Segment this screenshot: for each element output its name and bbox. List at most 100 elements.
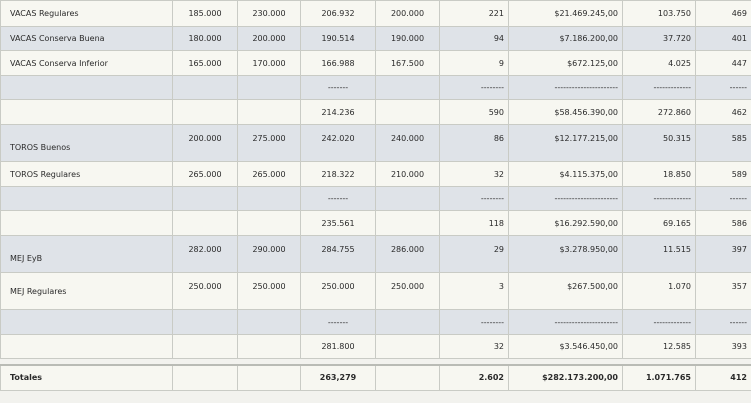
cell-col-3: 166.988 [300,50,376,76]
cell-col-6: $16.292.590,00 [508,210,623,236]
cell-col-3: 284.755 [300,235,376,273]
row-label [0,309,173,335]
cell-col-4: 250.000 [375,272,440,310]
cell-col-6: $267.500,00 [508,272,623,310]
cell-col-4: 167.500 [375,50,440,76]
cell-col-5: 3 [439,272,509,310]
row-label [0,99,173,125]
cell-col-8: 469 [695,0,751,27]
cell-col-7: ------------- [622,309,696,335]
livestock-price-table: VACAS Regulares 185.000 230.000 206.932 200.… [0,0,751,391]
cell-col-8: 357 [695,272,751,310]
table-row: MEJ Regulares 250.000 250.000 250.000 250.00… [0,272,751,310]
cell-col-2: 250.000 [237,272,301,310]
totals-cell-col-2 [237,363,301,391]
cell-col-6: $3.546.450,00 [508,334,623,359]
cell-col-1: 282.000 [172,235,238,273]
subtotal-row: 235.561 118 $16.292.590,00 69.165 586 [0,210,751,236]
cell-col-5: -------- [439,75,509,100]
cell-col-3: 214.236 [300,99,376,125]
cell-col-3: ------- [300,75,376,100]
cell-col-8: 585 [695,124,751,162]
cell-col-4: 240.000 [375,124,440,162]
cell-col-5: -------- [439,309,509,335]
cell-col-7: ------------- [622,186,696,211]
cell-col-5: 118 [439,210,509,236]
cell-col-4 [375,309,440,335]
cell-col-6: $3.278.950,00 [508,235,623,273]
cell-col-3: 218.322 [300,161,376,187]
cell-col-2: 275.000 [237,124,301,162]
cell-col-1: 265.000 [172,161,238,187]
cell-col-4 [375,75,440,100]
cell-col-2: 200.000 [237,26,301,51]
cell-col-8: 397 [695,235,751,273]
cell-col-4 [375,186,440,211]
cell-col-6: $21.469.245,00 [508,0,623,27]
cell-col-2: 265.000 [237,161,301,187]
cell-col-6: ---------------------- [508,309,623,335]
cell-col-7: 1.070 [622,272,696,310]
cell-col-5: 221 [439,0,509,27]
cell-col-1: 200.000 [172,124,238,162]
cell-col-4 [375,334,440,359]
totals-cell-col-1 [172,363,238,391]
cell-col-1 [172,186,238,211]
spacer-row [0,358,751,365]
row-label [0,334,173,359]
cell-col-3: 190.514 [300,26,376,51]
cell-col-3: 281.800 [300,334,376,359]
cell-col-3: 242.020 [300,124,376,162]
table-row: VACAS Conserva Buena 180.000 200.000 190.51… [0,26,751,51]
row-label: VACAS Conserva Buena [0,26,173,51]
table-row: VACAS Regulares 185.000 230.000 206.932 200.… [0,0,751,27]
cell-col-6: $12.177.215,00 [508,124,623,162]
cell-col-4: 190.000 [375,26,440,51]
cell-col-4: 200.000 [375,0,440,27]
cell-col-5: 32 [439,334,509,359]
cell-col-6: ---------------------- [508,186,623,211]
table-row: TOROS Regulares 265.000 265.000 218.322 210.… [0,161,751,187]
cell-col-7: 50.315 [622,124,696,162]
row-label [0,75,173,100]
separator-row: ------- -------- ---------------------- ---… [0,186,751,211]
cell-col-1 [172,334,238,359]
cell-col-1 [172,309,238,335]
cell-col-5: 86 [439,124,509,162]
separator-row: ------- -------- ---------------------- ---… [0,75,751,100]
cell-col-2: 290.000 [237,235,301,273]
cell-col-1: 180.000 [172,26,238,51]
cell-col-7: 11.515 [622,235,696,273]
row-label: TOROS Regulares [0,161,173,187]
cell-col-2: 230.000 [237,0,301,27]
cell-col-3: 235.561 [300,210,376,236]
separator-row: ------- -------- ---------------------- ---… [0,309,751,335]
cell-col-5: -------- [439,186,509,211]
cell-col-7: 272.860 [622,99,696,125]
cell-col-5: 94 [439,26,509,51]
cell-col-1: 250.000 [172,272,238,310]
cell-col-7: 69.165 [622,210,696,236]
cell-col-2 [237,186,301,211]
cell-col-3: 206.932 [300,0,376,27]
table-row: MEJ EyB 282.000 290.000 284.755 286.000 29 $3.… [0,235,751,273]
cell-col-8: 393 [695,334,751,359]
cell-col-8: ------ [695,186,751,211]
table-row: TOROS Buenos 200.000 275.000 242.020 240.000… [0,124,751,162]
subtotal-row: 214.236 590 $58.456.390,00 272.860 462 [0,99,751,125]
cell-col-7: 103.750 [622,0,696,27]
cell-col-1: 165.000 [172,50,238,76]
table-row: VACAS Conserva Inferior 165.000 170.000 166… [0,50,751,76]
cell-col-1: 185.000 [172,0,238,27]
cell-col-1 [172,210,238,236]
row-label: TOROS Buenos [0,124,173,162]
cell-col-6: $4.115.375,00 [508,161,623,187]
cell-col-2 [237,75,301,100]
cell-col-7: ------------- [622,75,696,100]
row-label: MEJ EyB [0,235,173,273]
cell-col-3: ------- [300,309,376,335]
cell-col-2: 170.000 [237,50,301,76]
cell-col-8: 447 [695,50,751,76]
totals-row: Totales 263,279 2.602 $282.173.200,00 1.071.… [0,363,751,391]
cell-col-5: 32 [439,161,509,187]
